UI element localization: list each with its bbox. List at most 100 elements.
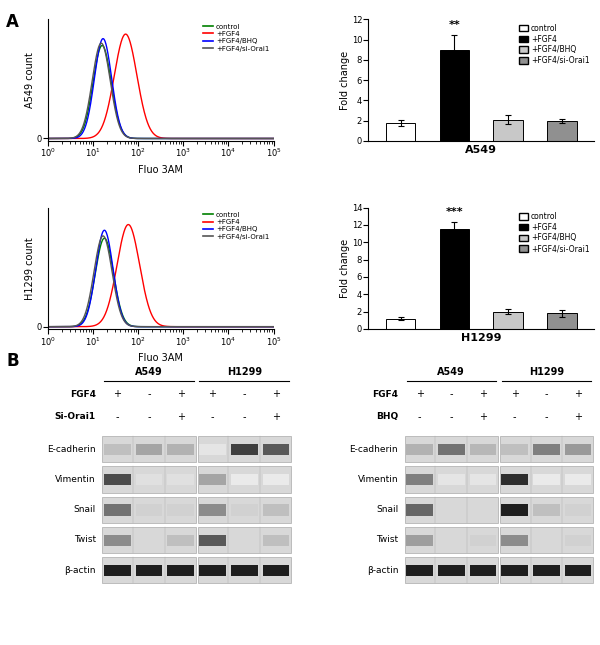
- Bar: [470, 474, 496, 485]
- Text: FGF4: FGF4: [70, 390, 96, 399]
- Bar: [565, 444, 592, 455]
- Bar: [103, 557, 196, 583]
- Bar: [167, 444, 194, 455]
- Bar: [386, 319, 415, 329]
- Text: +: +: [511, 390, 519, 399]
- Text: FGF4: FGF4: [372, 390, 398, 399]
- Bar: [406, 504, 433, 515]
- Bar: [104, 504, 131, 515]
- X-axis label: Fluo 3AM: Fluo 3AM: [139, 353, 183, 363]
- Text: +: +: [209, 390, 217, 399]
- Text: -: -: [449, 390, 453, 399]
- Text: β-actin: β-actin: [64, 566, 96, 575]
- Bar: [470, 535, 496, 546]
- Bar: [263, 535, 289, 546]
- Text: Vimentin: Vimentin: [55, 475, 96, 484]
- Bar: [406, 474, 433, 485]
- Text: +: +: [113, 390, 121, 399]
- Legend: control, +FGF4, +FGF4/BHQ, +FGF4/si-Orai1: control, +FGF4, +FGF4/BHQ, +FGF4/si-Orai…: [518, 212, 590, 254]
- Bar: [470, 504, 496, 515]
- Bar: [502, 474, 528, 485]
- Bar: [406, 444, 433, 455]
- Bar: [493, 312, 523, 329]
- Bar: [440, 229, 469, 329]
- Bar: [493, 119, 523, 141]
- Legend: control, +FGF4, +FGF4/BHQ, +FGF4/si-Orai1: control, +FGF4, +FGF4/BHQ, +FGF4/si-Orai…: [202, 211, 270, 241]
- Text: Snail: Snail: [74, 505, 96, 514]
- Text: H1299: H1299: [227, 367, 262, 377]
- Text: -: -: [242, 412, 246, 422]
- Text: -: -: [211, 412, 214, 422]
- Bar: [533, 474, 560, 485]
- Bar: [136, 474, 163, 485]
- Bar: [167, 474, 194, 485]
- Bar: [167, 565, 194, 576]
- Text: Snail: Snail: [376, 505, 398, 514]
- X-axis label: A549: A549: [465, 145, 497, 155]
- Y-axis label: A549 count: A549 count: [25, 52, 35, 108]
- Bar: [406, 535, 433, 546]
- Bar: [199, 474, 226, 485]
- Text: A549: A549: [437, 367, 465, 377]
- Bar: [404, 436, 498, 462]
- Bar: [197, 497, 291, 523]
- Bar: [263, 474, 289, 485]
- Bar: [500, 436, 593, 462]
- Bar: [104, 444, 131, 455]
- Bar: [547, 313, 577, 329]
- Text: +: +: [574, 412, 582, 422]
- Bar: [231, 535, 257, 546]
- Bar: [533, 504, 560, 515]
- Bar: [167, 535, 194, 546]
- Text: -: -: [242, 390, 246, 399]
- Bar: [565, 504, 592, 515]
- Text: -: -: [513, 412, 517, 422]
- Text: +: +: [479, 390, 487, 399]
- Text: ***: ***: [446, 208, 463, 217]
- Bar: [103, 466, 196, 493]
- Bar: [500, 557, 593, 583]
- Bar: [404, 527, 498, 553]
- Text: -: -: [545, 412, 548, 422]
- Legend: control, +FGF4, +FGF4/BHQ, +FGF4/si-Orai1: control, +FGF4, +FGF4/BHQ, +FGF4/si-Orai…: [518, 23, 590, 66]
- Legend: control, +FGF4, +FGF4/BHQ, +FGF4/si-Orai1: control, +FGF4, +FGF4/BHQ, +FGF4/si-Orai…: [202, 23, 270, 52]
- Y-axis label: H1299 count: H1299 count: [25, 237, 35, 300]
- Bar: [231, 444, 257, 455]
- Bar: [533, 565, 560, 576]
- Bar: [533, 444, 560, 455]
- Bar: [263, 565, 289, 576]
- Bar: [470, 565, 496, 576]
- Bar: [103, 527, 196, 553]
- Bar: [404, 497, 498, 523]
- Text: +: +: [272, 412, 280, 422]
- X-axis label: H1299: H1299: [461, 333, 502, 343]
- Bar: [263, 504, 289, 515]
- Text: Si-Orai1: Si-Orai1: [55, 412, 96, 421]
- Bar: [502, 535, 528, 546]
- Bar: [197, 436, 291, 462]
- Bar: [565, 535, 592, 546]
- Text: E-cadherin: E-cadherin: [47, 445, 96, 454]
- Text: E-cadherin: E-cadherin: [350, 445, 398, 454]
- Bar: [502, 444, 528, 455]
- Bar: [197, 466, 291, 493]
- Bar: [500, 497, 593, 523]
- Bar: [565, 565, 592, 576]
- Bar: [470, 444, 496, 455]
- Bar: [197, 557, 291, 583]
- Bar: [500, 466, 593, 493]
- Text: +: +: [479, 412, 487, 422]
- Bar: [440, 50, 469, 141]
- Bar: [104, 565, 131, 576]
- Text: BHQ: BHQ: [376, 412, 398, 421]
- Text: -: -: [545, 390, 548, 399]
- Y-axis label: Fold change: Fold change: [340, 239, 350, 298]
- Text: +: +: [416, 390, 424, 399]
- Bar: [438, 535, 464, 546]
- Text: Twist: Twist: [376, 535, 398, 544]
- Text: Vimentin: Vimentin: [358, 475, 398, 484]
- Bar: [136, 565, 163, 576]
- Text: -: -: [116, 412, 119, 422]
- Text: -: -: [418, 412, 421, 422]
- Text: B: B: [6, 352, 19, 370]
